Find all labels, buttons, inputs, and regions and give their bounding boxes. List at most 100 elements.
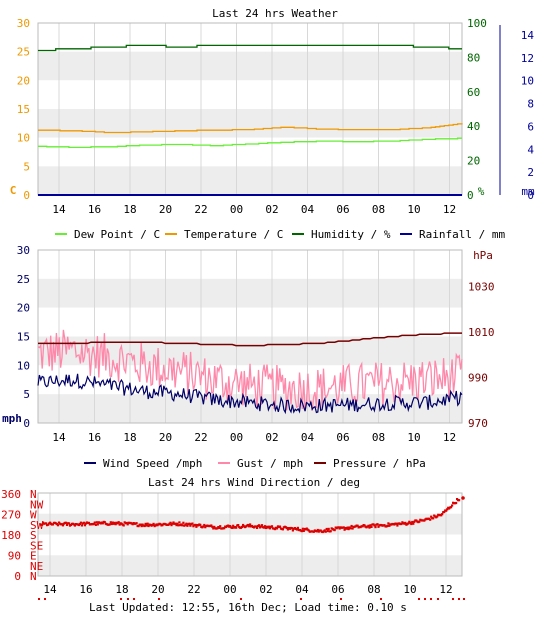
direction-point [137, 525, 140, 528]
direction-point [396, 524, 399, 527]
compass-label: W [30, 509, 37, 522]
direction-point [195, 525, 198, 528]
plot-band [38, 493, 462, 514]
direction-point [323, 529, 326, 532]
direction-point [171, 522, 174, 525]
weather-humidity-axis: 0 20 40 60 80 100 [467, 17, 487, 202]
direction-point [247, 523, 250, 527]
direction-point [369, 524, 372, 527]
direction-point [429, 518, 432, 521]
direction-point [388, 524, 391, 527]
direction-point [147, 524, 150, 528]
y-tick-label: 180 [1, 529, 21, 542]
x-tick-label: 10 [403, 583, 416, 596]
direction-point [159, 523, 162, 526]
y-tick-label: 0 [14, 570, 21, 583]
y-tick-label: 15 [17, 103, 30, 116]
direction-point [219, 525, 222, 528]
x-tick-label: 20 [151, 583, 164, 596]
x-tick-label: 06 [331, 583, 344, 596]
direction-x-ticks: 14 16 18 20 22 00 02 04 06 08 10 12 [43, 583, 452, 596]
direction-point [295, 528, 298, 531]
x-tick-label: 22 [194, 431, 207, 444]
direction-chart: Last 24 hrs Wind Direction / deg 14 16 18 2… [1, 476, 465, 600]
plot-band [38, 394, 462, 423]
direction-point [145, 524, 148, 527]
y-tick-label: 20 [467, 155, 480, 168]
weather-x-ticks: 14 16 18 20 22 00 02 04 06 08 10 12 [52, 203, 456, 216]
direction-point [400, 522, 403, 526]
weather-plot-background [37, 22, 463, 196]
y-tick-label: 0 [467, 189, 474, 202]
wind-chart: 14 16 18 20 22 00 02 04 06 08 10 12 0 5 10 15 20 25 30 97… [2, 244, 494, 470]
direction-point [285, 526, 288, 530]
direction-point [412, 522, 415, 525]
weather-rain-axis: 0 2 4 6 8 10 12 14 [499, 25, 534, 202]
x-tick-label: 14 [52, 431, 66, 444]
direction-point [49, 521, 52, 524]
legend-label: Temperature / C [184, 228, 283, 241]
direction-event-marker [437, 598, 439, 600]
x-tick-label: 00 [223, 583, 236, 596]
direction-point [455, 501, 458, 505]
y-tick-label: 2 [527, 166, 534, 179]
direction-point [177, 524, 180, 527]
direction-point [64, 521, 68, 524]
direction-point [286, 528, 289, 531]
direction-event-marker [463, 598, 465, 600]
direction-point [199, 523, 202, 526]
direction-point [79, 521, 82, 524]
direction-event-marker [158, 598, 160, 600]
x-tick-label: 04 [295, 583, 309, 596]
direction-point [194, 523, 197, 526]
direction-point [386, 524, 389, 527]
wind-pressure-axis: 970 990 1010 1030 [468, 281, 495, 431]
direction-event-marker [452, 598, 454, 600]
direction-point [110, 522, 113, 526]
direction-point [126, 523, 129, 526]
direction-point [264, 526, 268, 530]
direction-point [451, 504, 454, 507]
x-tick-label: 22 [187, 583, 200, 596]
direction-point [109, 521, 112, 524]
direction-event-marker [430, 598, 432, 600]
direction-point [61, 524, 65, 527]
x-tick-label: 16 [88, 431, 101, 444]
direction-point [374, 526, 377, 529]
y-tick-label: 990 [468, 372, 488, 385]
direction-point [82, 521, 85, 524]
wind-legend: Wind Speed /mph Gust / mph Pressure / hPa [84, 457, 426, 470]
direction-point [189, 524, 192, 527]
direction-series [38, 496, 465, 600]
direction-point [307, 529, 310, 532]
direction-point [143, 524, 146, 528]
direction-point [324, 530, 327, 533]
x-tick-label: 04 [301, 203, 315, 216]
direction-point [210, 524, 213, 527]
direction-point [407, 522, 410, 525]
direction-point [315, 530, 318, 533]
x-tick-label: 08 [367, 583, 380, 596]
direction-point [182, 521, 185, 524]
direction-point [290, 527, 293, 530]
x-tick-label: 18 [123, 203, 136, 216]
direction-event-marker [418, 598, 420, 600]
y-tick-label: 0 [23, 189, 30, 202]
plot-border [37, 492, 463, 577]
direction-event-marker [120, 598, 122, 600]
compass-label: SE [30, 539, 43, 552]
direction-point [181, 524, 184, 527]
plot-band [38, 250, 462, 279]
direction-point [125, 521, 128, 525]
direction-event-marker [127, 598, 129, 600]
direction-point [343, 528, 346, 531]
direction-point [94, 523, 97, 526]
direction-plot-background [37, 492, 463, 577]
y-tick-label: 5 [23, 388, 30, 401]
weather-chart-title: Last 24 hrs Weather [212, 7, 338, 20]
weather-left-unit: C [10, 184, 17, 197]
plot-band [38, 109, 462, 138]
direction-point [237, 524, 240, 527]
direction-point [461, 496, 465, 500]
direction-point [268, 527, 272, 530]
